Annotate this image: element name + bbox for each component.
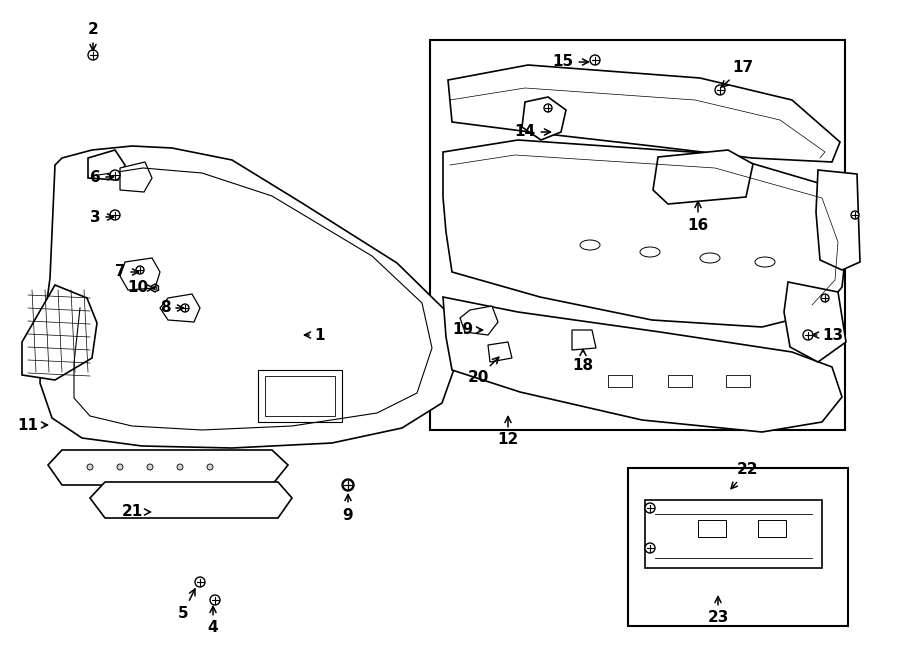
Circle shape <box>87 464 93 470</box>
Text: 11: 11 <box>17 418 48 432</box>
Polygon shape <box>443 297 842 432</box>
Text: 21: 21 <box>122 504 150 520</box>
Text: 22: 22 <box>731 463 759 488</box>
Polygon shape <box>460 306 498 335</box>
Circle shape <box>110 210 120 220</box>
Polygon shape <box>645 500 822 568</box>
Circle shape <box>342 479 354 491</box>
Circle shape <box>645 543 655 553</box>
Polygon shape <box>653 150 753 204</box>
Polygon shape <box>120 258 160 290</box>
Text: 3: 3 <box>90 210 113 225</box>
Text: 20: 20 <box>467 357 499 385</box>
Bar <box>608 375 632 387</box>
Text: 18: 18 <box>572 350 594 373</box>
Polygon shape <box>784 282 846 362</box>
Circle shape <box>136 266 144 274</box>
Polygon shape <box>572 330 596 350</box>
Text: 7: 7 <box>114 264 139 280</box>
Polygon shape <box>90 482 292 518</box>
Polygon shape <box>443 140 847 327</box>
Bar <box>758 520 786 537</box>
Text: 8: 8 <box>159 301 184 315</box>
Bar <box>698 520 726 537</box>
Text: 15: 15 <box>553 54 589 69</box>
Polygon shape <box>88 150 125 180</box>
Circle shape <box>544 104 552 112</box>
Circle shape <box>117 464 123 470</box>
Bar <box>430 40 845 430</box>
Text: 17: 17 <box>722 61 753 87</box>
Circle shape <box>195 577 205 587</box>
Circle shape <box>851 211 859 219</box>
Text: 19: 19 <box>453 323 482 338</box>
Circle shape <box>645 503 655 513</box>
Circle shape <box>207 464 213 470</box>
Polygon shape <box>488 342 512 362</box>
Text: 9: 9 <box>343 494 354 522</box>
Circle shape <box>821 294 829 302</box>
Text: 12: 12 <box>498 416 518 447</box>
Bar <box>726 375 750 387</box>
Text: 5: 5 <box>177 589 195 621</box>
Polygon shape <box>448 65 840 162</box>
Text: 1: 1 <box>304 327 325 342</box>
Polygon shape <box>48 450 288 485</box>
Circle shape <box>210 595 220 605</box>
Circle shape <box>177 464 183 470</box>
Circle shape <box>147 464 153 470</box>
Polygon shape <box>522 97 566 140</box>
Polygon shape <box>816 170 860 270</box>
Polygon shape <box>160 294 200 322</box>
Polygon shape <box>120 162 152 192</box>
Circle shape <box>715 85 725 95</box>
Text: 6: 6 <box>90 169 113 184</box>
Circle shape <box>343 480 353 490</box>
Circle shape <box>110 170 120 180</box>
Polygon shape <box>40 146 458 448</box>
Text: 16: 16 <box>688 202 708 233</box>
Text: 2: 2 <box>87 22 98 50</box>
Circle shape <box>590 55 600 65</box>
Polygon shape <box>22 285 97 380</box>
Circle shape <box>803 330 813 340</box>
Text: 23: 23 <box>707 596 729 625</box>
Text: 13: 13 <box>813 327 843 342</box>
Bar <box>668 375 692 387</box>
Text: 4: 4 <box>208 607 219 635</box>
Circle shape <box>181 304 189 312</box>
Bar <box>628 468 848 626</box>
Text: 10: 10 <box>128 280 154 295</box>
Circle shape <box>88 50 98 60</box>
Text: 14: 14 <box>515 124 551 139</box>
